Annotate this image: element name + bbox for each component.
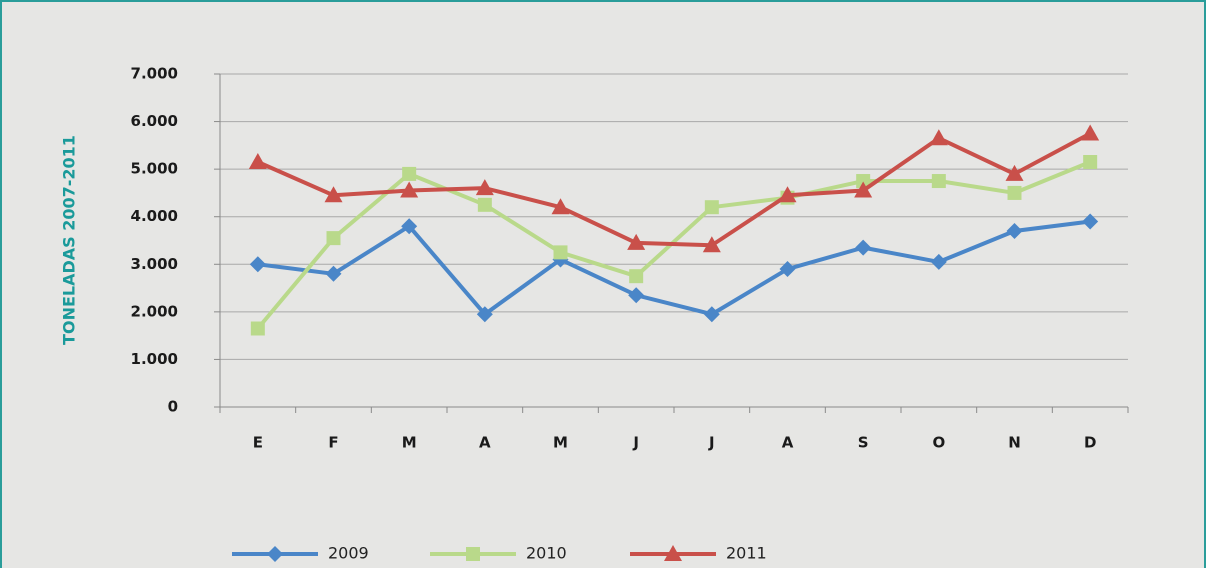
data-point <box>325 265 342 282</box>
x-tick-label: M <box>553 434 568 452</box>
legend-marker <box>664 545 682 561</box>
data-point <box>704 200 719 215</box>
y-tick-label: 2.000 <box>131 302 178 320</box>
data-point <box>930 253 947 270</box>
data-point <box>778 186 797 203</box>
data-point <box>1005 164 1024 181</box>
legend-marker <box>466 547 480 561</box>
data-point <box>475 179 494 196</box>
data-point <box>477 197 492 212</box>
data-point <box>854 181 873 198</box>
data-point <box>629 269 644 284</box>
data-point <box>553 245 568 260</box>
x-tick-label: D <box>1084 434 1096 452</box>
x-tick-label: S <box>858 434 869 452</box>
data-point <box>1082 213 1099 230</box>
data-point <box>929 129 948 146</box>
data-point <box>855 239 872 256</box>
data-point <box>1081 124 1100 141</box>
data-point <box>400 181 419 198</box>
data-point <box>931 174 946 189</box>
x-tick-label: J <box>632 434 639 452</box>
series-line <box>257 131 1092 248</box>
y-tick-label: 5.000 <box>131 160 178 178</box>
data-point <box>779 261 796 278</box>
x-tick-label: F <box>328 434 338 452</box>
series-line <box>256 160 1091 330</box>
x-tick-label: A <box>479 434 491 452</box>
legend-label: 2011 <box>726 544 767 563</box>
data-point <box>326 231 341 246</box>
data-point <box>627 233 646 250</box>
y-tick-label: 4.000 <box>131 207 178 225</box>
series-line <box>257 219 1091 317</box>
legend-label: 2009 <box>328 544 369 563</box>
data-point <box>249 256 266 273</box>
data-point <box>402 166 417 181</box>
data-point <box>551 198 570 215</box>
legend-label: 2010 <box>526 544 567 563</box>
data-point <box>856 174 871 189</box>
y-tick-label: 0 <box>168 398 178 416</box>
data-point <box>401 218 418 235</box>
x-tick-label: A <box>782 434 794 452</box>
data-point <box>250 321 265 336</box>
y-tick-label: 1.000 <box>131 350 178 368</box>
data-point <box>476 306 493 323</box>
data-point <box>248 153 267 170</box>
y-axis-label: TONELADAS 2007-2011 <box>60 135 79 345</box>
x-tick-label: M <box>402 434 417 452</box>
data-point <box>628 287 645 304</box>
x-tick-label: N <box>1008 434 1021 452</box>
data-point <box>1006 222 1023 239</box>
x-tick-label: E <box>253 434 263 452</box>
y-tick-label: 7.000 <box>131 65 178 83</box>
data-point <box>1083 155 1098 170</box>
legend-marker <box>267 546 283 562</box>
x-tick-label: J <box>708 434 715 452</box>
y-tick-label: 6.000 <box>131 112 178 130</box>
data-point <box>1007 185 1022 200</box>
data-point <box>703 306 720 323</box>
y-tick-label: 3.000 <box>131 255 178 273</box>
x-tick-label: O <box>932 434 945 452</box>
data-point <box>324 186 343 203</box>
data-point <box>702 236 721 253</box>
